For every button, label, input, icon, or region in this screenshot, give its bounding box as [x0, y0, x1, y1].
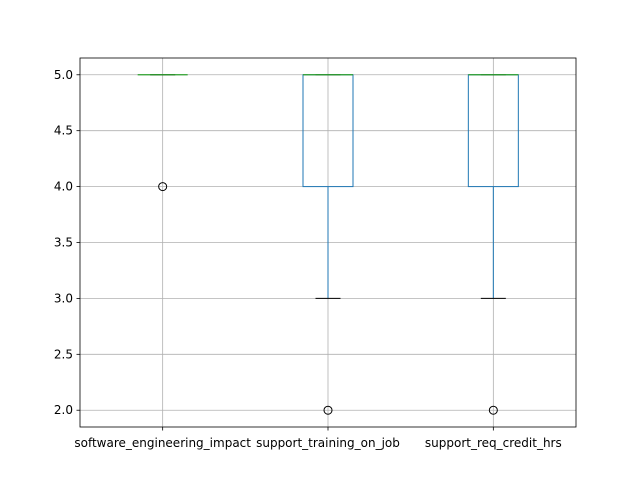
outlier-point: [158, 182, 168, 192]
y-tick-label: 3.5: [54, 236, 73, 250]
y-tick-label: 3.0: [54, 291, 73, 305]
box-group-software_engineering_impact: [137, 74, 188, 192]
box-group-support_req_credit_hrs: [467, 74, 519, 415]
outlier-point: [488, 405, 498, 415]
outlier-point: [323, 405, 333, 415]
y-tick-label: 2.5: [54, 347, 73, 361]
x-tick-label: software_engineering_impact: [74, 436, 251, 450]
axis-ticks: 2.0 2.5 3.0 3.5 4.0 4.5 5.0 software_engineerin…: [54, 68, 562, 450]
x-tick-label: support_req_credit_hrs: [425, 436, 562, 450]
y-tick-label: 5.0: [54, 68, 73, 82]
y-tick-label: 4.0: [54, 180, 73, 194]
y-tick-label: 2.0: [54, 403, 73, 417]
x-tick-label: support_training_on_job: [256, 436, 400, 450]
y-tick-label: 4.5: [54, 124, 73, 138]
box-plot-elements: [137, 74, 519, 415]
box-group-support_training_on_job: [302, 74, 354, 415]
